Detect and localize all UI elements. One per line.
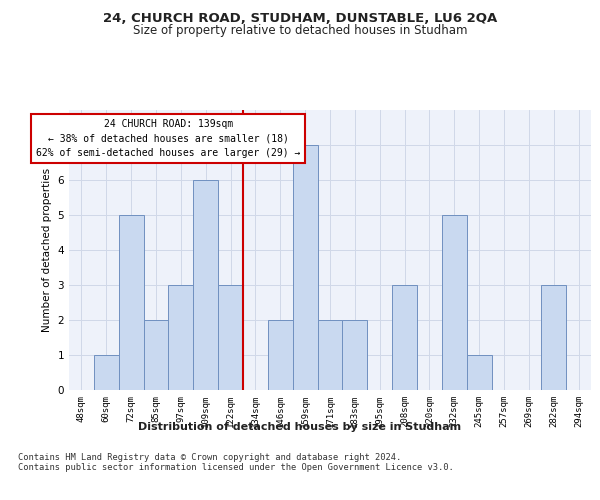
Text: 24, CHURCH ROAD, STUDHAM, DUNSTABLE, LU6 2QA: 24, CHURCH ROAD, STUDHAM, DUNSTABLE, LU6…: [103, 12, 497, 26]
Bar: [218, 285, 243, 390]
Bar: [119, 215, 143, 390]
Bar: [268, 320, 293, 390]
Y-axis label: Number of detached properties: Number of detached properties: [42, 168, 52, 332]
Bar: [343, 320, 367, 390]
Text: Contains HM Land Registry data © Crown copyright and database right 2024.
Contai: Contains HM Land Registry data © Crown c…: [18, 452, 454, 472]
Bar: [169, 285, 193, 390]
Bar: [467, 355, 491, 390]
Bar: [317, 320, 343, 390]
Bar: [293, 145, 317, 390]
Bar: [392, 285, 417, 390]
Text: 24 CHURCH ROAD: 139sqm
← 38% of detached houses are smaller (18)
62% of semi-det: 24 CHURCH ROAD: 139sqm ← 38% of detached…: [36, 118, 301, 158]
Bar: [143, 320, 169, 390]
Bar: [541, 285, 566, 390]
Bar: [193, 180, 218, 390]
Bar: [442, 215, 467, 390]
Bar: [94, 355, 119, 390]
Text: Distribution of detached houses by size in Studham: Distribution of detached houses by size …: [139, 422, 461, 432]
Text: Size of property relative to detached houses in Studham: Size of property relative to detached ho…: [133, 24, 467, 37]
